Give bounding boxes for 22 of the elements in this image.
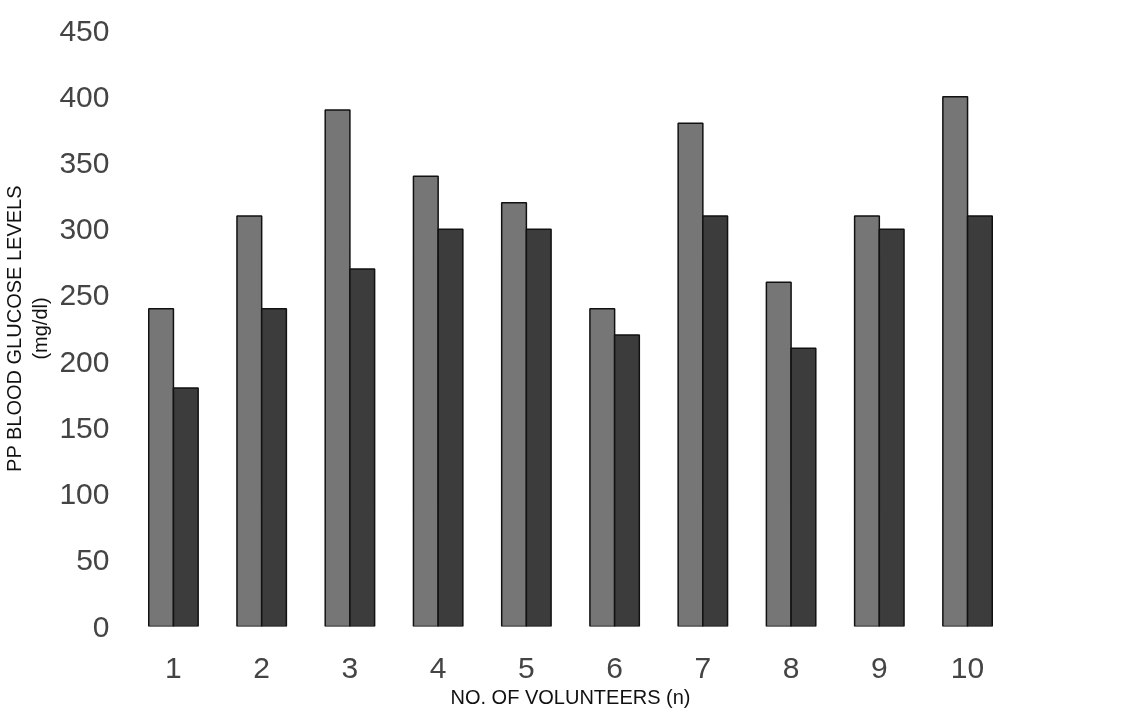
y-tick-label: 0 [92, 609, 110, 643]
y-tick-label: 300 [59, 212, 110, 246]
y-tick-label: 150 [59, 410, 110, 444]
x-tick-label: 2 [253, 650, 271, 684]
y-tick-label: 200 [59, 344, 110, 378]
x-tick-label: 7 [694, 650, 712, 684]
x-tick-label: 8 [782, 650, 800, 684]
x-axis-title: NO. OF VOLUNTEERS (n) [450, 685, 691, 708]
x-tick-label: 5 [518, 650, 535, 684]
y-tick-label: 350 [59, 145, 110, 179]
y-tick-label: 100 [59, 477, 110, 511]
x-tick-label: 3 [341, 650, 359, 684]
y-tick-label: 400 [59, 79, 110, 113]
y-tick-label: 450 [59, 13, 110, 47]
x-tick-label: 1 [165, 650, 182, 684]
x-tick-label: 6 [606, 650, 623, 684]
x-tick-label: 9 [870, 650, 888, 684]
y-tick-label: 50 [76, 543, 110, 577]
y-tick-label: 250 [59, 278, 110, 312]
x-tick-label: 10 [950, 650, 985, 684]
y-axis-title: PP BLOOD GLUCOSE LEVELS (mg/dl) [3, 185, 52, 472]
x-tick-label: 4 [429, 650, 447, 684]
